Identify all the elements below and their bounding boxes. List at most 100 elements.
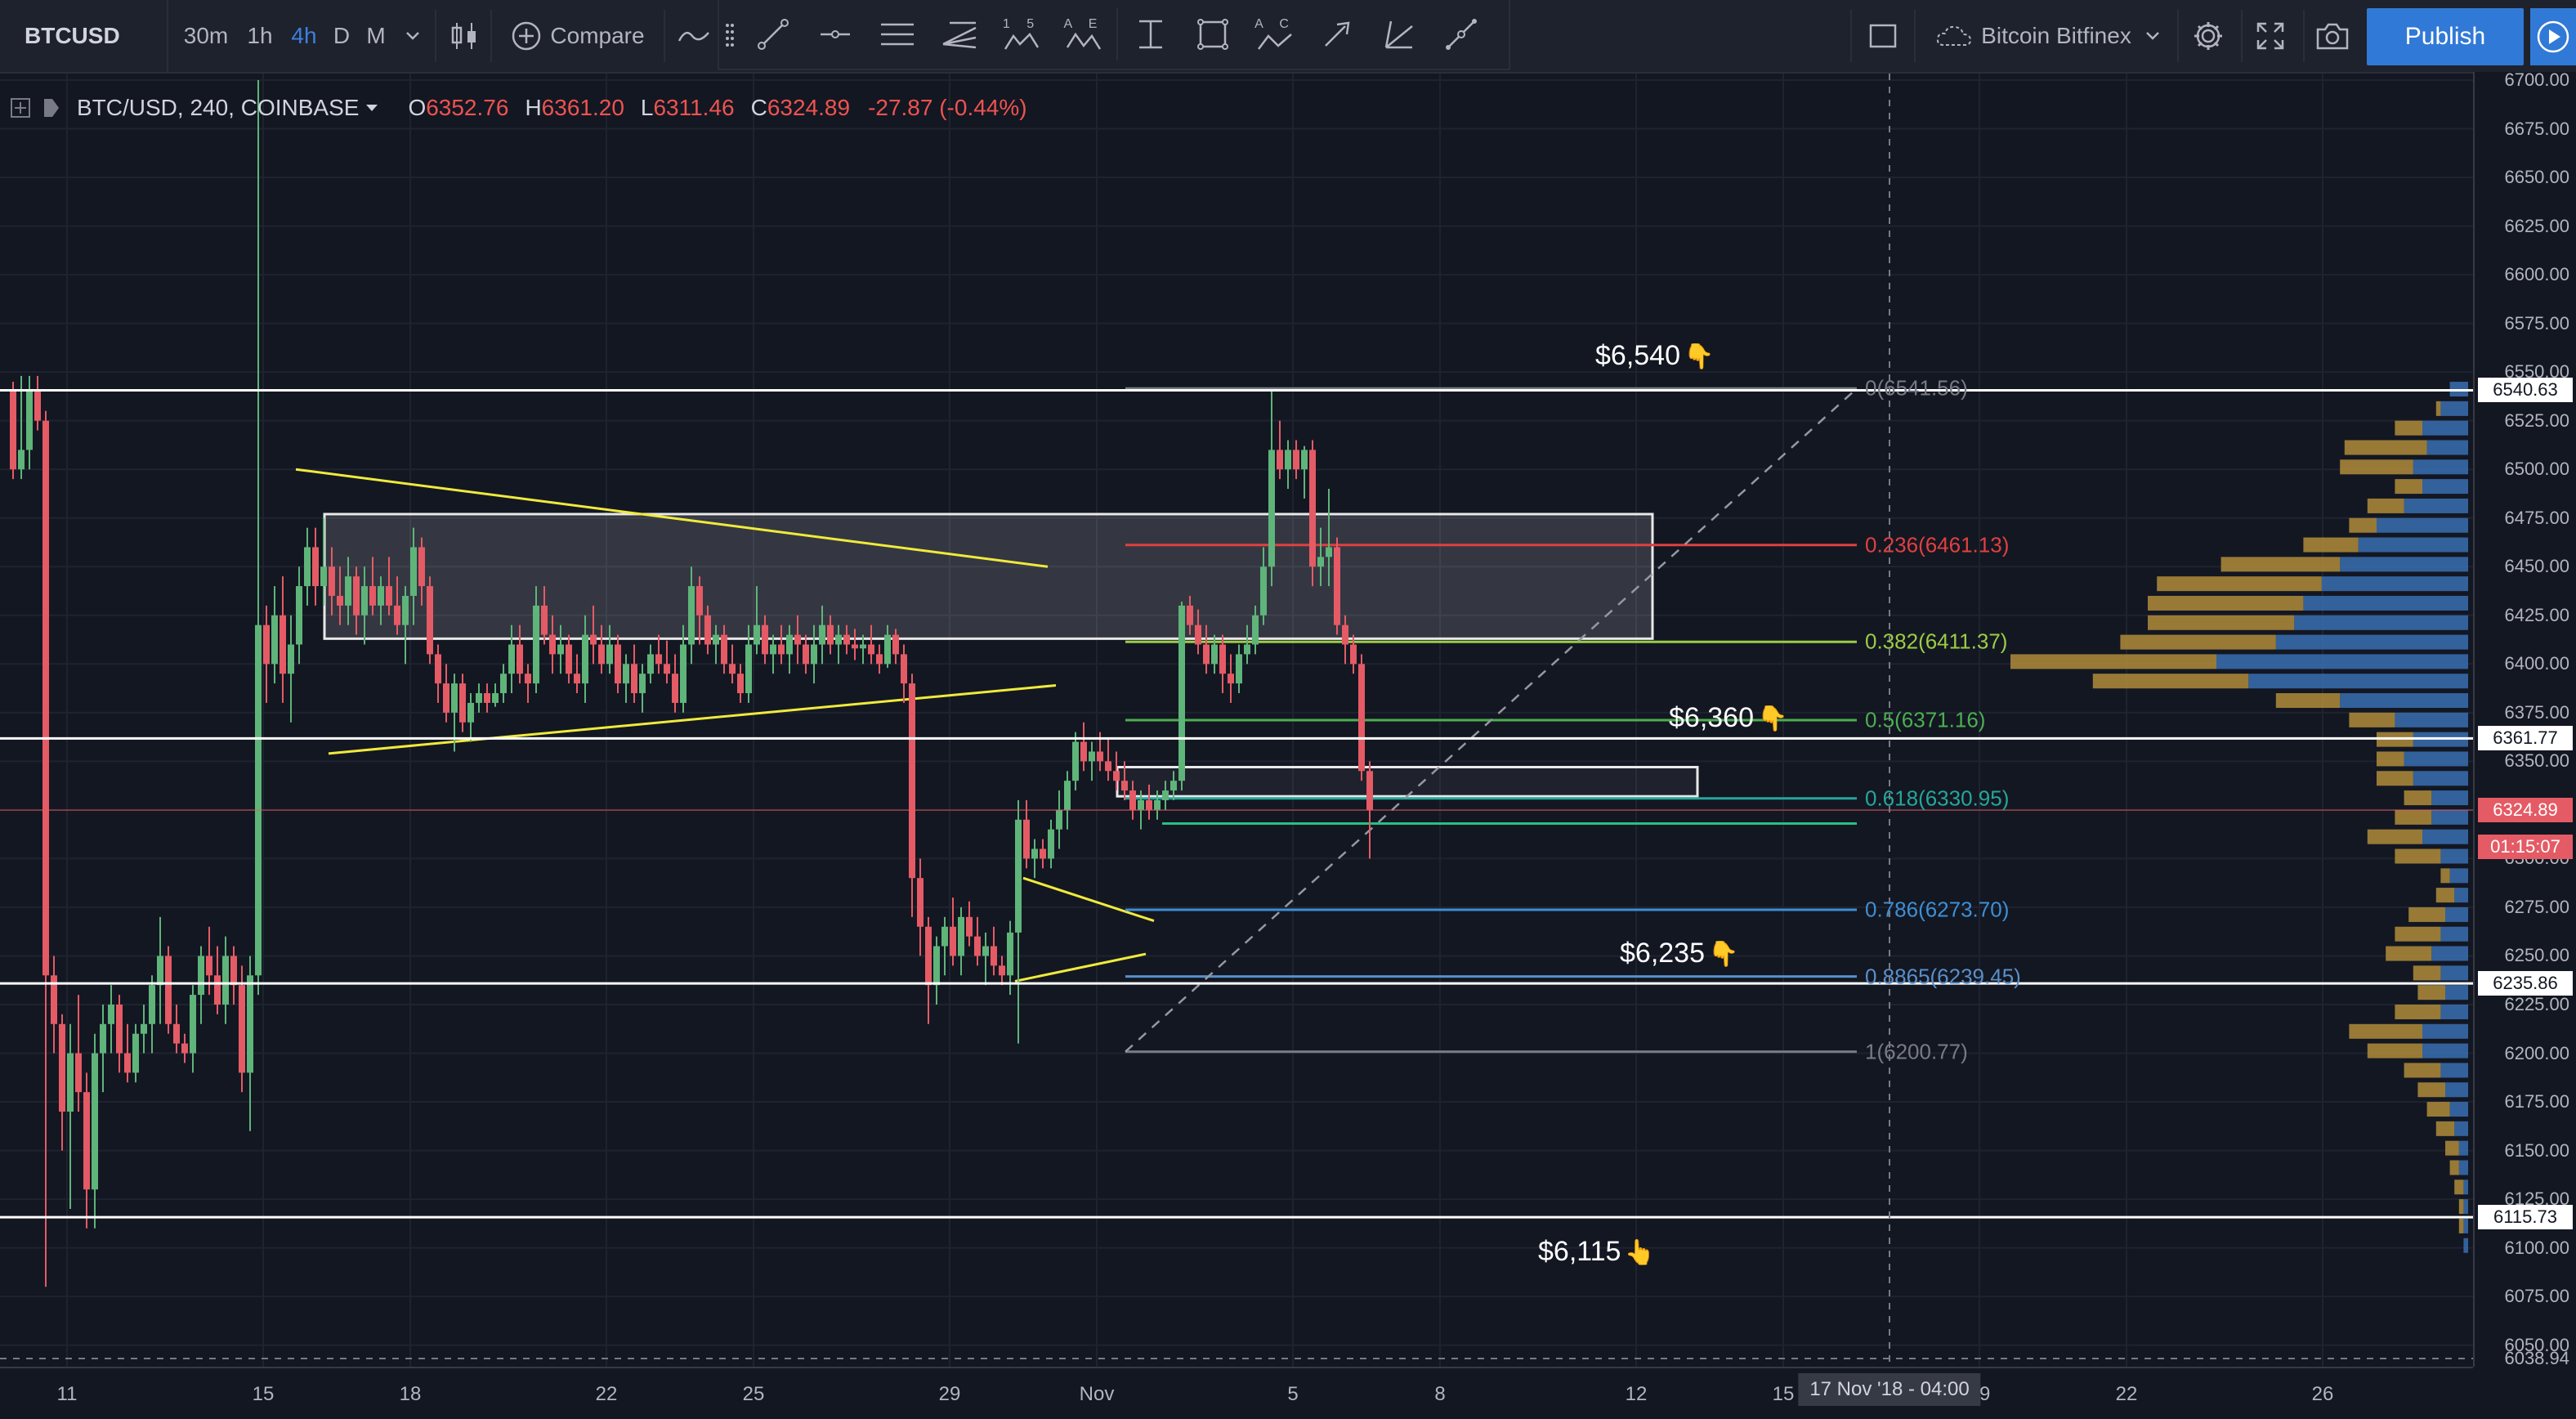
price-chart[interactable]: [0, 74, 2473, 1367]
candle-body: [1007, 932, 1013, 976]
chart-style-button[interactable]: [446, 0, 482, 72]
candle-body: [950, 926, 956, 956]
volume-profile-up-bar: [2445, 985, 2468, 1000]
legend-close-label: C: [750, 95, 767, 120]
drawing-toolbar-drag-handle[interactable]: [719, 0, 740, 69]
datasource-button[interactable]: Bitcoin Bitfinex: [1922, 0, 2174, 72]
candle-body: [615, 644, 621, 684]
candle-body: [337, 595, 343, 606]
candle-body: [1228, 674, 1234, 684]
legend-symbol[interactable]: BTC/USD, 240, COINBASE: [77, 95, 360, 120]
candle-body: [247, 975, 253, 1073]
trend-line-tool[interactable]: [742, 0, 804, 69]
candle-body: [999, 965, 1005, 976]
compare-label: Compare: [550, 23, 645, 48]
time-axis-label: 12: [1625, 1383, 1648, 1405]
expand-icon[interactable]: [10, 97, 31, 119]
candle-body: [1277, 450, 1283, 470]
symbol-search-button[interactable]: BTCUSD: [0, 0, 168, 72]
price-axis-label: 6038.94: [2504, 1348, 2569, 1368]
toolbar-divider: [2303, 10, 2305, 62]
candle-body: [1040, 848, 1046, 859]
compare-button[interactable]: Compare: [500, 0, 655, 72]
candle-body: [974, 936, 981, 956]
price-note[interactable]: $6,360 👇: [1669, 702, 1787, 734]
candle-body: [647, 654, 654, 674]
interval-1h-button[interactable]: 1h: [237, 0, 283, 72]
price-note[interactable]: $6,115 👆: [1538, 1236, 1655, 1268]
price-range-tool[interactable]: [1120, 0, 1182, 69]
snapshot-button[interactable]: [2308, 0, 2357, 72]
interval-4h-button[interactable]: 4h: [281, 0, 327, 72]
price-note[interactable]: $6,235 👇: [1620, 938, 1738, 969]
hand-pointer-icon: 👇: [1757, 705, 1788, 733]
volume-profile-up-bar: [2445, 906, 2468, 922]
volume-profile-up-bar: [2454, 888, 2468, 903]
abcd-pattern-tool[interactable]: A E: [1053, 0, 1115, 69]
candle-body: [1334, 547, 1340, 625]
price-axis-label: 6450.00: [2504, 556, 2569, 577]
volume-profile-down-bar: [2440, 868, 2450, 884]
price-note[interactable]: $6,540 👇: [1595, 340, 1714, 372]
candle-body: [1342, 624, 1348, 645]
settings-button[interactable]: [2184, 0, 2233, 72]
volume-profile-up-bar: [2422, 1023, 2468, 1039]
chart-legend: BTC/USD, 240, COINBASE O 6352.76 H 6361.20…: [10, 90, 1027, 126]
candle-body: [1015, 819, 1022, 933]
horizontal-ray-tool[interactable]: [804, 0, 866, 69]
elliott-wave-tool[interactable]: 1 5: [991, 0, 1053, 69]
candle-body: [606, 644, 613, 665]
candle-body: [361, 586, 368, 615]
volume-profile-down-bar: [2367, 1043, 2422, 1059]
price-note-text: $6,360: [1669, 702, 1754, 734]
volume-profile-up-bar: [2463, 1199, 2468, 1215]
volume-profile-down-bar: [2220, 557, 2341, 572]
layout-button[interactable]: [1860, 0, 1906, 72]
candle-body: [1244, 644, 1250, 655]
volume-profile-down-bar: [2386, 946, 2432, 961]
price-axis-label: 6350.00: [2504, 750, 2569, 772]
candle-body: [67, 1053, 74, 1112]
volume-profile-up-bar: [2422, 1043, 2468, 1059]
trend-line-icon: [758, 19, 789, 50]
fib-level-label: 0.236(6461.13): [1865, 532, 2010, 557]
volume-profile-down-bar: [2458, 1218, 2464, 1233]
volume-profile-down-bar: [2344, 440, 2427, 455]
price-axis-badge: 6540.63: [2478, 378, 2573, 403]
volume-profile-up-bar: [2440, 401, 2468, 416]
rectangle-tool[interactable]: [1182, 0, 1244, 69]
parallel-channel-tool[interactable]: [866, 0, 928, 69]
pitchfork-tool[interactable]: [928, 0, 991, 69]
candle-body: [745, 644, 752, 694]
indicators-button[interactable]: [673, 0, 714, 72]
abcd-pattern-icon: [1066, 32, 1102, 50]
price-axis[interactable]: 6700.00 6675.00 6650.00 6625.00 6600.00 6575.…: [2473, 69, 2576, 1368]
fullscreen-button[interactable]: [2246, 0, 2295, 72]
interval-m-button[interactable]: M: [358, 0, 394, 72]
interval-30m-button[interactable]: 30m: [173, 0, 239, 72]
volume-profile-up-bar: [2340, 693, 2468, 709]
replay-button[interactable]: [2530, 8, 2576, 65]
time-axis[interactable]: 111518222529Nov58121519222617 Nov '18 - …: [0, 1367, 2473, 1419]
interval-d-button[interactable]: D: [325, 0, 358, 72]
time-axis-label: 5: [1287, 1383, 1299, 1405]
price-axis-label: 6650.00: [2504, 167, 2569, 188]
candle-body: [345, 576, 351, 606]
candle-body: [1089, 751, 1095, 762]
interval-dropdown-button[interactable]: [399, 0, 427, 72]
triangle-pattern-tool[interactable]: A C: [1244, 0, 1306, 69]
caret-down-icon[interactable]: [365, 103, 378, 113]
price-axis-label: 6675.00: [2504, 118, 2569, 139]
interval-1h-label: 1h: [247, 23, 273, 48]
path-tool[interactable]: [1430, 0, 1492, 69]
candle-body: [230, 956, 237, 986]
legend-low-value: 6311.46: [653, 95, 735, 120]
candle-body: [933, 946, 940, 986]
candle-body: [1268, 450, 1275, 567]
gann-fan-tool[interactable]: [1368, 0, 1430, 69]
candle-body: [42, 420, 49, 976]
publish-button[interactable]: Publish: [2367, 8, 2524, 65]
publish-label: Publish: [2404, 23, 2486, 50]
arrow-tool[interactable]: [1306, 0, 1368, 69]
candle-body: [1162, 790, 1169, 800]
